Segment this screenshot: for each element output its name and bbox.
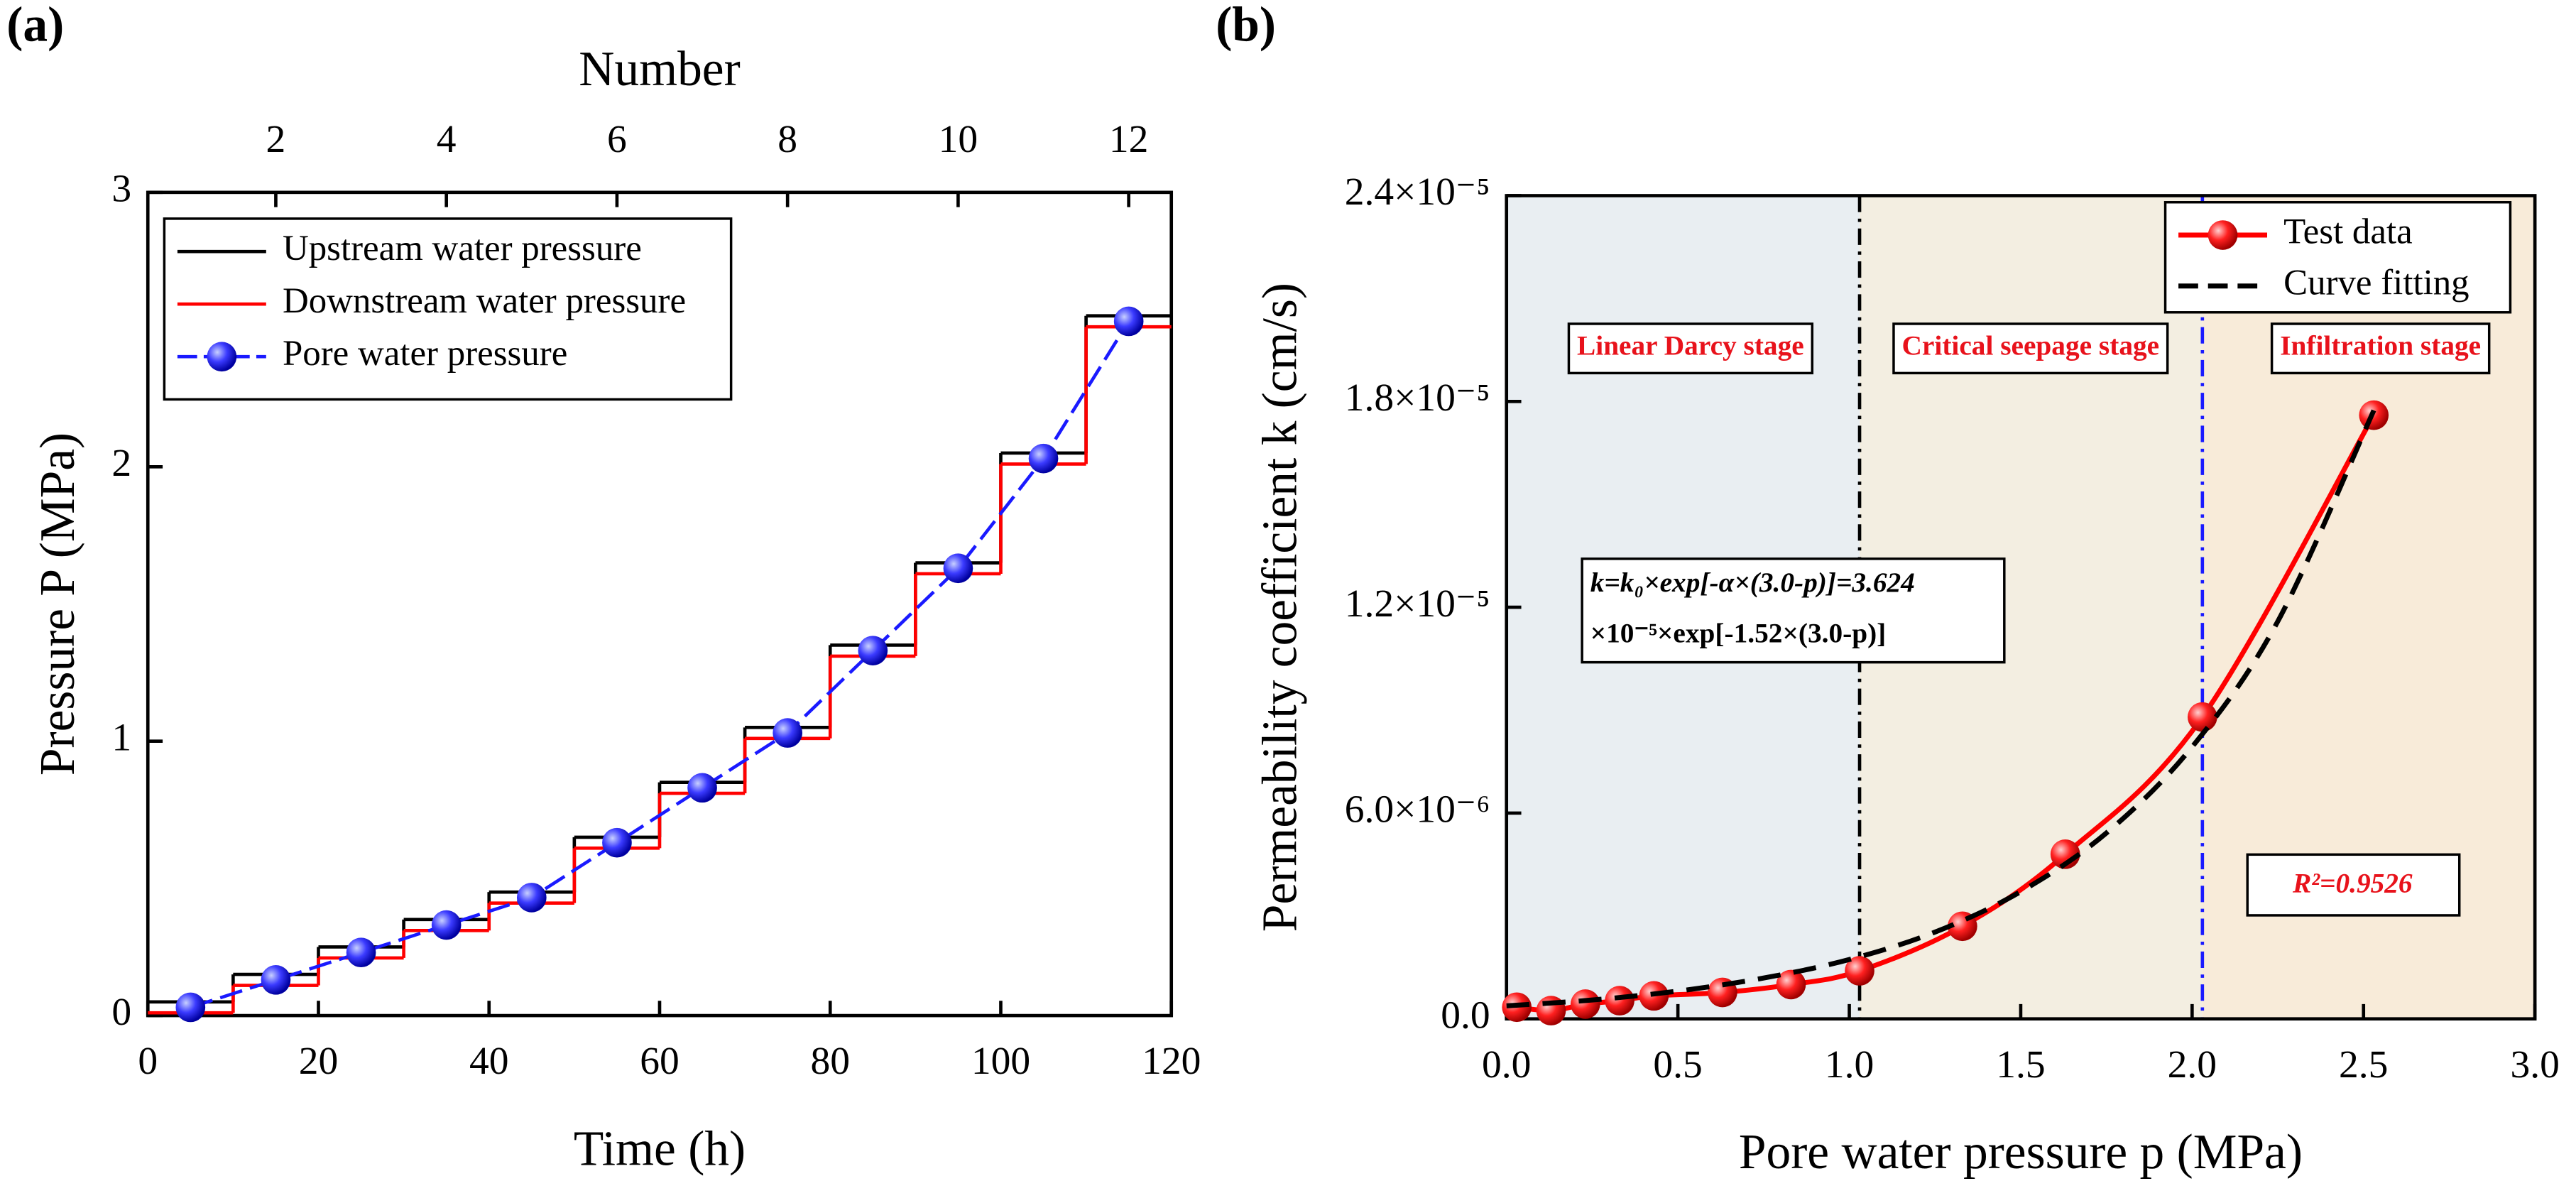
x2-tick-label: 2 [266,118,286,161]
x2-tick-label: 10 [939,118,978,161]
x-tick-label: 0.5 [1653,1043,1702,1087]
data-point [858,636,888,665]
legend-box [163,217,733,401]
x-tick-label: 60 [640,1040,680,1083]
x-tick-label: 1.0 [1825,1043,1874,1087]
x2-tick-label: 12 [1109,118,1149,161]
equation-box [1581,557,2006,664]
series-line [190,320,1130,1009]
y-axis-label: Pressure P (MPa) [31,432,85,775]
x2-tick-label: 4 [437,118,457,161]
stage-label-box [1567,322,1814,375]
data-point [1028,443,1059,474]
x-tick-label: 80 [810,1040,850,1083]
x2-tick-label: 6 [607,118,627,161]
data-point [1605,986,1634,1016]
x2-axis-label: Number [579,42,740,97]
legend-marker [2207,220,2238,250]
equation-line: k=k₀×exp[-α×(3.0-p)]=3.624 [1590,567,1915,598]
data-point [516,883,547,913]
y-tick-label: 3 [111,168,131,211]
data-point [1776,969,1806,1000]
legend-label: Pore water pressure [283,334,567,374]
data-point [346,937,376,968]
x-tick-label: 0 [138,1040,158,1083]
data-point [1570,989,1600,1019]
series-line [1506,409,2376,1008]
data-point [773,718,802,748]
x-axis-label: Pore water pressure p (MPa) [1739,1125,2303,1180]
y-tick-label: 0 [111,991,131,1034]
data-point [602,827,632,858]
x-tick-label: 120 [1142,1040,1201,1083]
panel-title: (a) [6,0,64,53]
y-tick-label: 1.8×10⁻⁵ [1345,376,1490,420]
x-tick-label: 0.0 [1482,1043,1531,1087]
x-tick-label: 40 [469,1040,509,1083]
x2-tick-label: 8 [777,118,797,161]
x-tick-label: 2.0 [2168,1043,2217,1087]
stage-label: Linear Darcy stage [1577,330,1804,361]
stage-label-box [2270,322,2491,375]
y-axis-label: Permeability coefficient k (cm/s) [1252,283,1307,932]
y-tick-label: 2 [111,442,131,485]
x-tick-label: 3.0 [2510,1043,2559,1087]
legend-label: Downstream water pressure [283,281,686,321]
data-point [1845,956,1874,986]
x-tick-label: 20 [299,1040,339,1083]
stage-label: Critical seepage stage [1902,330,2160,361]
y-tick-label: 6.0×10⁻⁶ [1345,788,1490,832]
stage-label-box [1892,322,2169,375]
y-tick-label: 0.0 [1441,994,1490,1037]
panel-title: (b) [1216,0,1276,53]
legend-label: Curve fitting [2283,263,2469,303]
x-tick-label: 2.5 [2339,1043,2388,1087]
x-tick-label: 100 [971,1040,1030,1083]
legend-label: Upstream water pressure [283,229,642,268]
equation-line: ×10⁻⁵×exp[-1.52×(3.0-p)] [1590,618,1887,649]
data-point [261,965,291,995]
stage-label: Infiltration stage [2280,330,2481,361]
y-tick-label: 1.2×10⁻⁵ [1345,582,1490,626]
x-axis-label: Time (h) [574,1121,746,1176]
data-point [2188,702,2217,732]
legend-marker [207,342,237,372]
legend-label: Test data [2283,212,2413,252]
r2-label: R²=0.9526 [2292,867,2413,898]
data-point [1113,306,1144,337]
data-point [687,773,717,803]
y-tick-label: 1 [111,716,131,759]
y-tick-label: 2.4×10⁻⁵ [1345,170,1490,214]
r2-box [2246,853,2461,917]
data-point [943,553,973,584]
data-point [175,992,206,1023]
data-point [431,910,462,940]
x-tick-label: 1.5 [1996,1043,2045,1087]
